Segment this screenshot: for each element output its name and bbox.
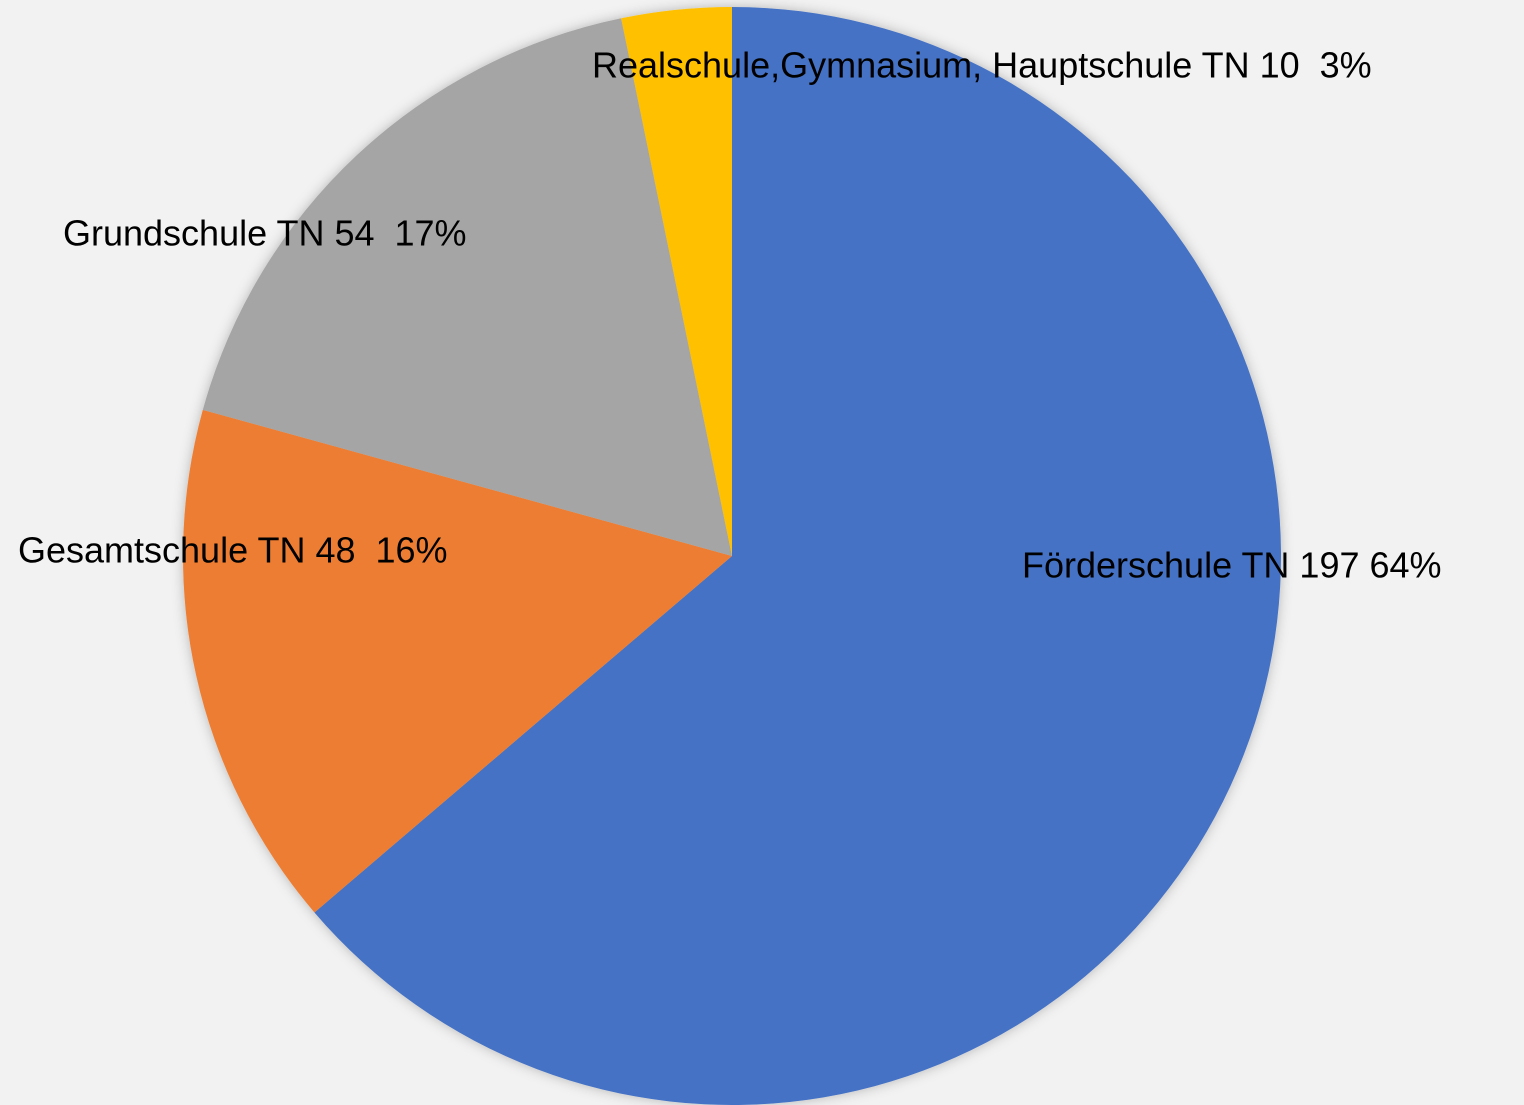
pie-slice: [202, 18, 732, 556]
pie-slice: [314, 7, 1281, 1105]
slice-label: Gesamtschule TN 48 16%: [18, 530, 448, 571]
labels: Förderschule TN 197 64% Gesamtschule TN 4…: [18, 45, 1442, 586]
pie-slice: [183, 409, 733, 913]
pie: [183, 7, 1281, 1105]
pie-slice: [621, 7, 732, 556]
slice-label: Grundschule TN 54 17%: [63, 213, 467, 254]
slice-label: Förderschule TN 197 64%: [1022, 545, 1442, 586]
slice-label: Realschule,Gymnasium, Hauptschule TN 10 …: [592, 45, 1372, 86]
